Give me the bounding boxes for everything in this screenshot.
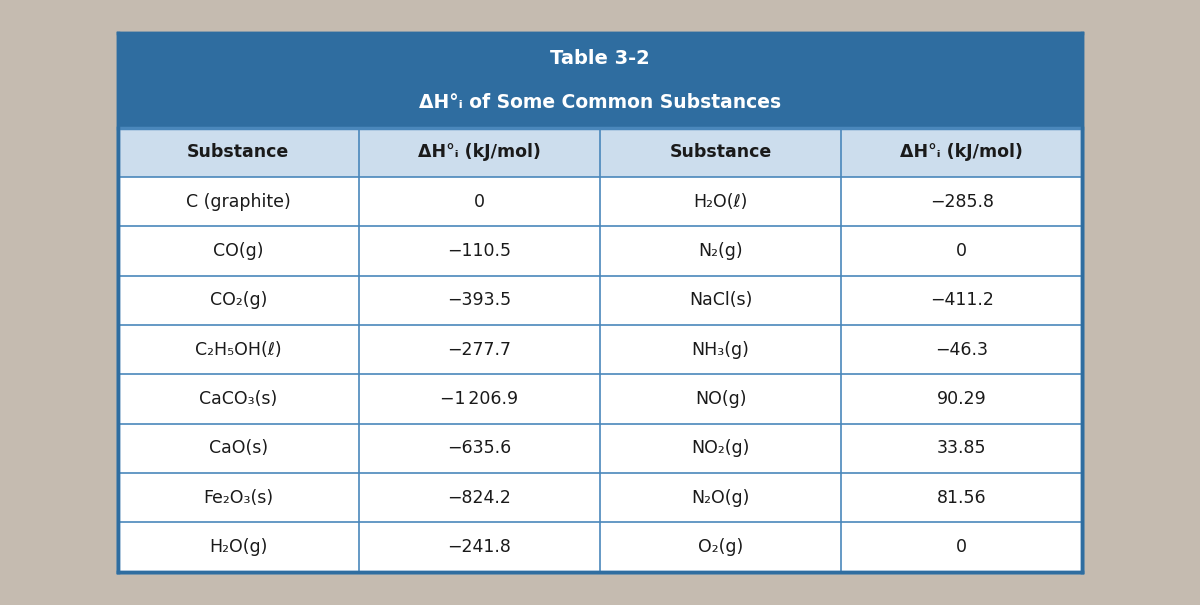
Text: 0: 0 (474, 192, 485, 211)
Text: 0: 0 (956, 538, 967, 556)
Text: C (graphite): C (graphite) (186, 192, 290, 211)
Text: ΔH°ᵢ (kJ/mol): ΔH°ᵢ (kJ/mol) (418, 143, 541, 161)
Text: NaCl(s): NaCl(s) (689, 291, 752, 309)
FancyBboxPatch shape (118, 128, 1082, 177)
Text: CaCO₃(s): CaCO₃(s) (199, 390, 277, 408)
Text: 33.85: 33.85 (937, 439, 986, 457)
Text: NO₂(g): NO₂(g) (691, 439, 750, 457)
Text: Substance: Substance (670, 143, 772, 161)
Text: CO(g): CO(g) (212, 242, 264, 260)
Text: CaO(s): CaO(s) (209, 439, 268, 457)
Text: ΔH°ᵢ of Some Common Substances: ΔH°ᵢ of Some Common Substances (419, 93, 781, 111)
Text: Substance: Substance (187, 143, 289, 161)
Text: NO(g): NO(g) (695, 390, 746, 408)
Text: −241.8: −241.8 (448, 538, 511, 556)
Text: 90.29: 90.29 (937, 390, 986, 408)
Text: −46.3: −46.3 (935, 341, 989, 359)
Text: −110.5: −110.5 (448, 242, 511, 260)
Text: −277.7: −277.7 (448, 341, 511, 359)
Text: CO₂(g): CO₂(g) (210, 291, 266, 309)
Text: H₂O(g): H₂O(g) (209, 538, 268, 556)
Text: −824.2: −824.2 (448, 489, 511, 507)
Text: −411.2: −411.2 (930, 291, 994, 309)
Text: C₂H₅OH(ℓ): C₂H₅OH(ℓ) (194, 341, 282, 359)
Text: −635.6: −635.6 (448, 439, 511, 457)
Text: N₂(g): N₂(g) (698, 242, 743, 260)
Text: 0: 0 (956, 242, 967, 260)
Text: Table 3-2: Table 3-2 (550, 49, 650, 68)
Text: −285.8: −285.8 (930, 192, 994, 211)
Text: NH₃(g): NH₃(g) (691, 341, 750, 359)
Text: 81.56: 81.56 (937, 489, 986, 507)
FancyBboxPatch shape (118, 33, 1082, 572)
FancyBboxPatch shape (118, 128, 1082, 572)
Text: −1 206.9: −1 206.9 (440, 390, 518, 408)
Text: H₂O(ℓ): H₂O(ℓ) (694, 192, 748, 211)
FancyBboxPatch shape (118, 33, 1082, 128)
Text: −393.5: −393.5 (448, 291, 511, 309)
Text: O₂(g): O₂(g) (698, 538, 743, 556)
Text: ΔH°ᵢ (kJ/mol): ΔH°ᵢ (kJ/mol) (900, 143, 1024, 161)
Text: Fe₂O₃(s): Fe₂O₃(s) (203, 489, 274, 507)
Text: N₂O(g): N₂O(g) (691, 489, 750, 507)
